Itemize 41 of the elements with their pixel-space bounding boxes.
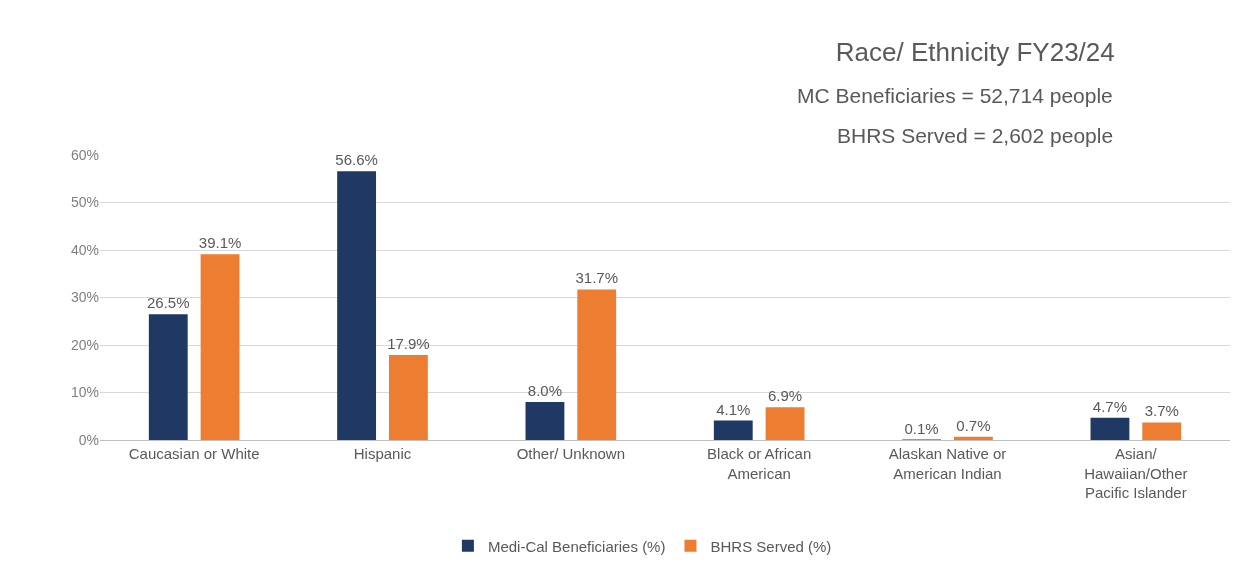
data-label: 3.7%: [1144, 402, 1179, 420]
data-label: 26.5%: [147, 294, 190, 312]
bar: [1142, 422, 1182, 440]
y-tick-label: 30%: [70, 289, 99, 306]
bar: [1090, 417, 1130, 440]
bar: [337, 171, 377, 440]
y-tick-label: 40%: [70, 241, 99, 258]
y-tick-label: 50%: [70, 194, 99, 211]
y-tick-label: 0%: [78, 431, 99, 448]
bar: [713, 420, 753, 440]
x-tick-label: Other/ Unknown: [516, 445, 626, 462]
bar: [765, 407, 805, 440]
bar: [953, 436, 993, 440]
x-tick-label: Asian/ Hawaiian/Other Pacific Islander: [1084, 445, 1188, 501]
x-tick-label: Hispanic: [353, 445, 412, 462]
y-tick-label: 60%: [70, 146, 99, 163]
x-tick-label: Black or African American: [707, 445, 812, 482]
chart-title: Race/ Ethnicity FY23/24: [835, 37, 1115, 68]
data-label: 39.1%: [198, 234, 242, 252]
legend-label: Medi-Cal Beneficiaries (%): [487, 537, 666, 555]
bar: [388, 354, 428, 440]
chart-subtitle: MC Beneficiaries = 52,714 people: [797, 84, 1113, 107]
y-tick-label: 10%: [70, 384, 99, 401]
data-label: 6.9%: [767, 387, 803, 405]
data-label: 0.7%: [956, 416, 991, 434]
text: BHRS Served = 2,602 people: [837, 124, 1114, 147]
bar: [577, 289, 617, 440]
data-label: 56.6%: [335, 151, 378, 169]
x-tick-label: Caucasian or White: [128, 445, 260, 462]
data-label: 0.1%: [904, 419, 939, 437]
bar: [525, 402, 565, 440]
data-label: 8.0%: [527, 382, 563, 399]
data-label: 4.7%: [1092, 397, 1128, 415]
data-label: 4.1%: [716, 400, 751, 418]
x-tick-label: Alaskan Native or American Indian: [888, 445, 1007, 482]
bar: [148, 314, 188, 440]
bar: [200, 254, 240, 440]
data-label: 31.7%: [575, 269, 618, 287]
y-tick-label: 20%: [70, 336, 99, 353]
legend-label: BHRS Served (%): [710, 537, 832, 555]
data-label: 17.9%: [387, 334, 430, 352]
